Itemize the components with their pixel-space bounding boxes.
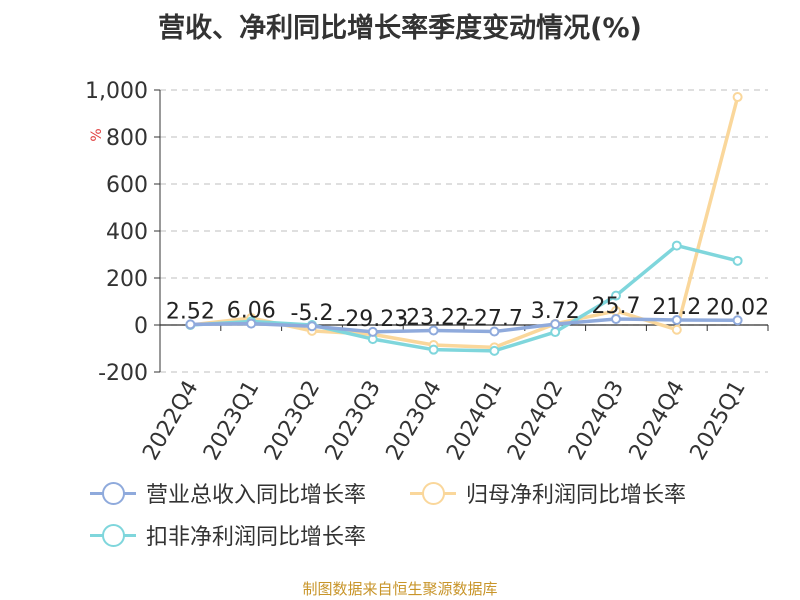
data-point[interactable] xyxy=(428,325,439,336)
data-point[interactable] xyxy=(428,344,439,355)
series-line xyxy=(190,317,738,334)
x-tick-label: 2024Q3 xyxy=(564,377,629,465)
data-point[interactable] xyxy=(489,326,500,337)
legend-label-revenue: 营业总收入同比增长率 xyxy=(146,483,367,508)
x-tick-label: 2024Q1 xyxy=(442,377,507,465)
legend-label-deducted-net-profit: 扣非净利润同比增长率 xyxy=(146,525,367,550)
data-point[interactable] xyxy=(367,326,378,337)
data-point[interactable] xyxy=(671,324,682,335)
x-tick-label: 2023Q3 xyxy=(321,377,386,465)
legend-marker-deducted-net-profit xyxy=(90,520,136,550)
data-label: 25.7 xyxy=(592,294,641,319)
y-tick-label: 200 xyxy=(106,267,148,292)
data-point[interactable] xyxy=(307,321,317,332)
y-tick-label: 0 xyxy=(134,314,148,339)
data-label: 2.52 xyxy=(166,299,215,324)
data-point[interactable] xyxy=(550,327,561,338)
x-tick-label: 2022Q4 xyxy=(138,377,203,465)
y-unit-label: % xyxy=(89,128,105,141)
x-tick-label: 2023Q1 xyxy=(199,377,264,465)
legend-marker-revenue xyxy=(90,478,136,508)
data-point[interactable] xyxy=(732,315,743,326)
data-label: -23.22 xyxy=(398,305,469,330)
data-label: -27.7 xyxy=(466,307,523,332)
data-point[interactable] xyxy=(611,313,621,324)
data-point[interactable] xyxy=(732,255,743,266)
data-label: 6.06 xyxy=(227,299,276,324)
y-tick-label: 400 xyxy=(106,220,148,245)
y-tick-label: -200 xyxy=(98,361,148,386)
data-point[interactable] xyxy=(550,319,561,330)
x-tick-label: 2024Q2 xyxy=(503,377,568,465)
x-tick-label: 2025Q1 xyxy=(685,377,750,465)
data-label: 20.02 xyxy=(706,295,769,320)
legend-item-net-profit[interactable]: 归母净利润同比增长率 xyxy=(410,478,686,508)
y-tick-label: 1,000 xyxy=(85,79,148,104)
y-tick-label: 600 xyxy=(106,173,148,198)
data-labels: 2.52 6.06 -5.2 -29.23-23.22-27.7 3.72 25.7 21.… xyxy=(166,294,769,332)
data-point[interactable] xyxy=(732,92,743,103)
legend-item-revenue[interactable]: 营业总收入同比增长率 xyxy=(90,478,366,508)
data-point[interactable] xyxy=(489,345,500,356)
y-tick-label: 800 xyxy=(106,126,148,151)
data-label: 3.72 xyxy=(531,299,580,324)
legend-marker-net-profit xyxy=(410,478,456,508)
data-point[interactable] xyxy=(671,315,682,326)
data-label: -5.2 xyxy=(291,301,334,326)
data-point[interactable] xyxy=(185,319,196,330)
legend-label-net-profit: 归母净利润同比增长率 xyxy=(466,483,687,508)
x-tick-label: 2024Q4 xyxy=(625,377,690,465)
x-tick-label: 2023Q2 xyxy=(260,377,325,465)
chart-title: 营收、净利同比增长率季度变动情况(%) xyxy=(158,13,642,44)
data-point[interactable] xyxy=(671,240,682,251)
legend-item-deducted-net-profit[interactable]: 扣非净利润同比增长率 xyxy=(90,520,366,550)
data-label: 21.2 xyxy=(652,295,701,320)
data-label: -29.23 xyxy=(337,307,408,332)
data-point[interactable] xyxy=(611,290,621,301)
series-lines xyxy=(185,92,743,356)
source-note: 制图数据来自恒生聚源数据库 xyxy=(302,580,498,598)
x-tick-label: 2023Q4 xyxy=(381,377,446,465)
data-point[interactable] xyxy=(246,318,257,329)
